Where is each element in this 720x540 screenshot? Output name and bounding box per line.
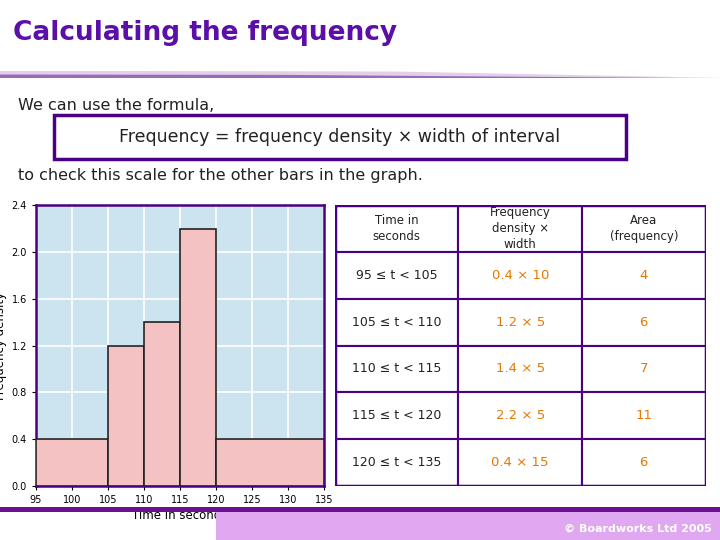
Text: Area
(frequency): Area (frequency) (610, 214, 678, 243)
Bar (216, 439, 324, 486)
Text: 2.2 × 5: 2.2 × 5 (495, 409, 545, 422)
Text: Frequency = frequency density × width of interval: Frequency = frequency density × width of… (120, 128, 561, 146)
Text: 4: 4 (639, 269, 648, 282)
Text: 0.4 × 15: 0.4 × 15 (492, 456, 549, 469)
FancyBboxPatch shape (459, 205, 582, 252)
Text: 1.4 × 5: 1.4 × 5 (495, 362, 545, 375)
FancyBboxPatch shape (335, 346, 459, 393)
FancyBboxPatch shape (335, 205, 459, 252)
FancyBboxPatch shape (582, 346, 706, 393)
X-axis label: Time in seconds: Time in seconds (132, 509, 228, 522)
Text: 35 of 40: 35 of 40 (9, 523, 60, 534)
Text: 120 ≤ t < 135: 120 ≤ t < 135 (352, 456, 441, 469)
FancyBboxPatch shape (335, 393, 459, 439)
Bar (144, 322, 180, 486)
Text: to check this scale for the other bars in the graph.: to check this scale for the other bars i… (18, 168, 423, 183)
Text: We can use the formula,: We can use the formula, (18, 98, 215, 113)
Text: © Boardworks Ltd 2005: © Boardworks Ltd 2005 (564, 523, 711, 534)
Text: 105 ≤ t < 110: 105 ≤ t < 110 (352, 316, 441, 329)
Text: 1.2 × 5: 1.2 × 5 (495, 316, 545, 329)
FancyBboxPatch shape (582, 205, 706, 252)
Text: Calculating the frequency: Calculating the frequency (13, 20, 397, 46)
FancyBboxPatch shape (582, 393, 706, 439)
Y-axis label: Frequency density: Frequency density (0, 292, 7, 400)
FancyBboxPatch shape (459, 439, 582, 486)
Text: 95 ≤ t < 105: 95 ≤ t < 105 (356, 269, 438, 282)
Text: 115 ≤ t < 120: 115 ≤ t < 120 (352, 409, 441, 422)
FancyBboxPatch shape (459, 252, 582, 299)
Polygon shape (0, 75, 720, 78)
FancyBboxPatch shape (459, 299, 582, 346)
Bar (180, 228, 216, 486)
FancyBboxPatch shape (54, 115, 626, 159)
Text: 110 ≤ t < 115: 110 ≤ t < 115 (352, 362, 441, 375)
Bar (36, 439, 108, 486)
Text: 6: 6 (639, 456, 648, 469)
Text: Time in
seconds: Time in seconds (373, 214, 420, 243)
FancyBboxPatch shape (582, 299, 706, 346)
FancyBboxPatch shape (582, 252, 706, 299)
FancyBboxPatch shape (335, 439, 459, 486)
Text: 7: 7 (639, 362, 648, 375)
FancyBboxPatch shape (335, 299, 459, 346)
FancyBboxPatch shape (216, 507, 720, 540)
Polygon shape (0, 71, 720, 78)
FancyBboxPatch shape (0, 507, 720, 511)
Text: 11: 11 (635, 409, 652, 422)
Text: 0.4 × 10: 0.4 × 10 (492, 269, 549, 282)
Bar (108, 346, 144, 486)
FancyBboxPatch shape (582, 439, 706, 486)
Text: Frequency
density ×
width: Frequency density × width (490, 206, 551, 251)
FancyBboxPatch shape (459, 393, 582, 439)
Text: 6: 6 (639, 316, 648, 329)
FancyBboxPatch shape (335, 252, 459, 299)
FancyBboxPatch shape (459, 346, 582, 393)
